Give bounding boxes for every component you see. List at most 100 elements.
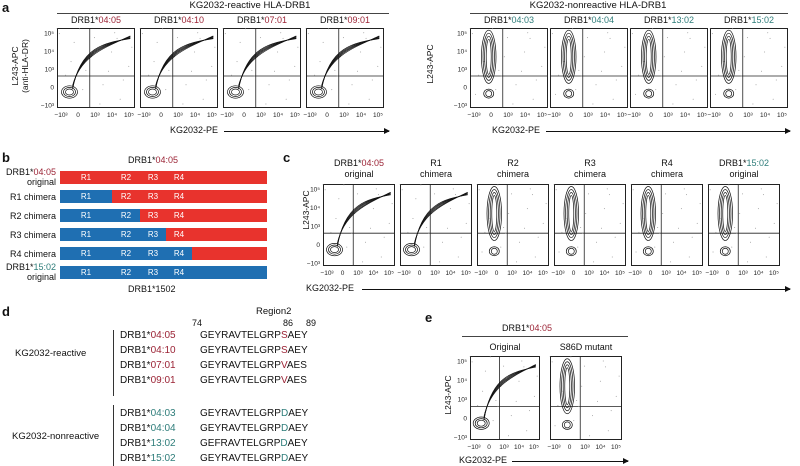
panel-a-plot-6-event-dot <box>652 28 654 30</box>
panel-c-plot-3-xtick-label: 10³ <box>584 270 594 277</box>
sequence-row-1: DRB1*04:10 GEYRAVTELGRPSAEY <box>120 345 308 356</box>
panel-label-d: d <box>2 304 10 319</box>
sequence-row-code: 13:02 <box>150 438 176 449</box>
region-segment-R4: R4 <box>166 209 192 222</box>
panel-a-plot-0-event-dot <box>111 51 113 53</box>
panel-c-plot-2-xtick-label: 10³ <box>507 270 517 277</box>
panel-c-plot-2-event-dot <box>529 188 531 190</box>
panel-a-plot-5-event-dot <box>558 74 560 76</box>
panel-e-plot-0-event-dot <box>482 390 484 392</box>
panel-e-plot-0-event-dot <box>521 360 523 362</box>
panel-a-plot-4-event-dot <box>506 37 508 39</box>
region-segment-R2: R2 <box>112 247 140 260</box>
panel-a-plot-5-event-dot <box>572 28 574 30</box>
panel-a-plot-3-contour <box>321 36 380 88</box>
sequence-part: GEYRAVTELGRP <box>200 360 281 371</box>
panel-a-plot-0-event-dot <box>128 65 130 67</box>
panel-a-plot-title-3: DRB1*09:01 <box>306 15 384 26</box>
panel-a-plot-4-xtick-label: 10⁵ <box>537 112 547 119</box>
panel-e-plot-1-event-dot <box>597 400 599 402</box>
panel-c-plot-4-population-contour <box>640 186 656 241</box>
panel-e-plot-1-event-dot <box>573 420 575 422</box>
panel-c-plot-2-population-contour <box>488 189 501 238</box>
panel-e-plot-0-xtick-label: 10³ <box>499 444 509 451</box>
chimera-row-label-0: DRB1*04:05 original <box>0 167 56 187</box>
panel-a-plot-7-event-dot <box>735 89 737 91</box>
panel-a-plot-6-frame <box>630 28 708 108</box>
panel-a-plot-1-population-contour <box>144 85 161 99</box>
panel-a-plot-7-population-contour <box>725 90 733 97</box>
panel-c-plot-3-xtick-label: 10⁵ <box>615 270 625 277</box>
panel-c-plot-2-event-dot <box>516 261 518 263</box>
panel-c-plot-4-event-dot <box>657 226 659 228</box>
chimera-row-label-line1: R4 chimera <box>9 249 56 259</box>
panel-a-plot-1-event-dot <box>141 33 143 35</box>
panel-a-plot-3-event-dot <box>342 37 344 39</box>
panel-a-title-prefix: DRB1* <box>70 15 99 25</box>
panel-c-plot-2-event-dot <box>508 213 510 215</box>
panel-a-plot-5-event-dot <box>563 61 565 63</box>
panel-c-plot-4-event-dot <box>670 261 672 263</box>
panel-a-plot-4-event-dot <box>515 84 517 86</box>
panel-c-plot-4-population-contour <box>644 247 652 255</box>
panel-c-plot-0-event-dot <box>338 198 340 200</box>
sequence-row-code: 04:10 <box>150 345 176 356</box>
panel-c-plot-3-event-dot <box>555 189 557 191</box>
panel-c-plot-5-event-dot <box>739 213 741 215</box>
panel-e-plot-0-population-contour <box>476 419 486 427</box>
panel-e-plot-0-event-dot <box>484 370 486 372</box>
panel-a-plot-0-event-dot <box>114 32 116 34</box>
panel-a-plot-1-xtick-label: 10⁴ <box>190 112 200 119</box>
panel-a-plot-1-population-contour <box>148 88 157 96</box>
panel-c-plot-4-population-contour <box>643 192 653 235</box>
panel-a-plot-0-ytick-label: −10³ <box>41 103 55 110</box>
panel-a-plot-5-event-dot <box>578 69 580 71</box>
panel-c-plot-0: 10⁵ 10⁴ 10³ 0 −10³ −10³ 0 10³ 10⁴ 10⁵ <box>307 184 395 277</box>
panel-a-plot-2-event-dot <box>239 41 241 43</box>
panel-c-plot-5-event-dot <box>747 261 749 263</box>
panel-a-plot-5-event-dot <box>575 89 577 91</box>
panel-a-plot-7-event-dot <box>755 84 757 86</box>
panel-c-plot-2-frame <box>477 184 549 266</box>
panel-a-title-allele: 09:01 <box>347 15 371 25</box>
panel-a-plot-0-ytick-label: 10⁵ <box>44 31 54 38</box>
panel-a-plot-5-xtick-label: 10⁵ <box>617 112 627 119</box>
panel-c-plot-4-population-contour <box>642 189 655 238</box>
panel-a-plot-5-frame <box>550 28 628 108</box>
panel-a-xarrow-right <box>546 128 791 134</box>
panel-a-plot-7-event-dot <box>711 33 713 35</box>
panel-a-plot-2-event-dot <box>236 61 238 63</box>
panel-c-plot-4-event-dot <box>659 232 661 234</box>
panel-c-plot-5-population-contour <box>719 189 732 238</box>
panel-a-plot-5-event-dot <box>592 103 594 105</box>
panel-a-plot-1-population-contour <box>146 87 159 97</box>
panel-a-title-allele: 04:03 <box>511 15 535 25</box>
panel-a-title-allele: 13:02 <box>671 15 695 25</box>
panel-e-plot-0-xtick-label: 10⁵ <box>529 444 539 451</box>
panel-a-plot-7-xtick-label: 10⁵ <box>777 112 787 119</box>
panel-c-plot-2-event-dot <box>503 226 505 228</box>
panel-a-plot-7-population-contour <box>725 38 732 75</box>
panel-a-plot-3-event-dot <box>319 61 321 63</box>
panel-a-plot-3-event-dot <box>380 46 382 48</box>
panel-a-plot-5-event-dot <box>609 37 611 39</box>
panel-a-plot-7-event-dot <box>746 37 748 39</box>
panel-a-plot-0-event-dot <box>107 70 109 72</box>
panel-c-plot-1-event-dot <box>460 236 462 238</box>
sequence-row-allele: DRB1*07:01 <box>120 360 200 371</box>
panel-c-plot-1-event-dot <box>434 193 436 195</box>
panel-a-plot-2-event-dot <box>231 74 233 76</box>
panel-a-plot-1-event-dot <box>182 103 184 105</box>
panel-a-plot-3-event-dot <box>336 75 338 77</box>
region-segment-R3: R3 <box>140 228 166 241</box>
panel-a-plot-5-event-dot <box>615 79 617 81</box>
panel-a-plot-3-population-contour <box>314 88 323 96</box>
panel-a-plot-0-ytick-label: 10⁴ <box>44 49 54 56</box>
panel-a-plot-3-event-dot <box>331 89 333 91</box>
sequence-row-prefix: DRB1* <box>120 375 151 386</box>
panel-c-plot-5-population-contour <box>722 195 729 232</box>
residue-86: S <box>280 330 288 341</box>
panel-a-plot-7-xtick-label: −10³ <box>707 112 721 119</box>
panel-a-plot-2-event-dot <box>245 28 247 30</box>
